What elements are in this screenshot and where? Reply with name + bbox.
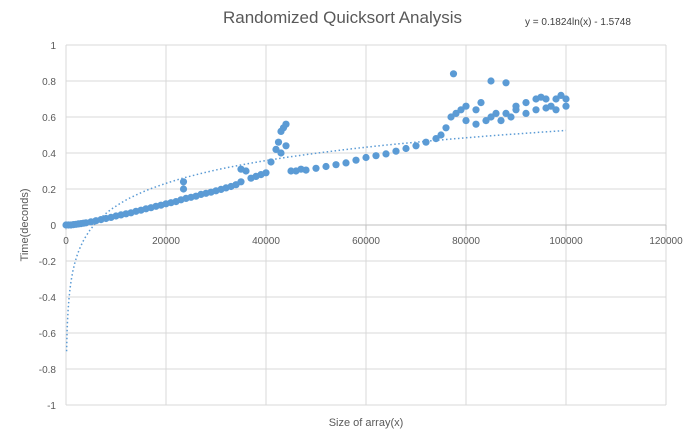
x-tick-label: 100000 bbox=[549, 236, 583, 247]
data-point bbox=[282, 120, 290, 128]
data-point bbox=[542, 95, 550, 103]
data-point bbox=[312, 164, 320, 172]
data-point bbox=[502, 79, 510, 87]
y-tick-label: 0.6 bbox=[42, 113, 56, 124]
data-point bbox=[487, 77, 495, 85]
data-point bbox=[532, 106, 540, 114]
data-point bbox=[472, 106, 480, 114]
data-point bbox=[322, 162, 330, 171]
y-tick-label: 0.2 bbox=[42, 185, 56, 196]
x-axis-label: Size of array(x) bbox=[329, 417, 404, 429]
y-tick-label: 1 bbox=[50, 41, 56, 52]
x-tick-label: 40000 bbox=[252, 236, 280, 247]
data-point bbox=[332, 161, 340, 169]
data-point bbox=[472, 120, 480, 128]
data-point bbox=[267, 158, 275, 166]
y-tick-label: -0.4 bbox=[39, 293, 57, 304]
x-tick-label: 0 bbox=[63, 236, 69, 247]
data-point bbox=[272, 145, 280, 153]
gridlines bbox=[65, 44, 667, 406]
data-point bbox=[179, 178, 188, 186]
data-point bbox=[547, 102, 555, 110]
y-tick-labels: 1 0.8 0.6 0.4 0.2 0 -0.2 -0.4 -0.6 -0.8 -1 bbox=[39, 41, 57, 412]
x-tick-label: 20000 bbox=[152, 236, 180, 247]
data-point bbox=[449, 70, 458, 78]
data-point bbox=[562, 102, 570, 110]
data-point bbox=[462, 117, 470, 125]
data-point bbox=[412, 142, 420, 150]
y-tick-label: 0.8 bbox=[42, 77, 56, 88]
data-point bbox=[382, 150, 390, 158]
data-point bbox=[512, 102, 520, 110]
data-point bbox=[342, 159, 350, 167]
y-tick-label: -0.8 bbox=[39, 365, 57, 376]
trendline bbox=[65, 129, 567, 352]
data-point bbox=[442, 124, 450, 132]
trendline-equation: y = 0.1824ln(x) - 1.5748 bbox=[525, 17, 631, 28]
data-point bbox=[492, 109, 500, 117]
data-point bbox=[437, 131, 445, 139]
data-point bbox=[507, 113, 515, 121]
data-point bbox=[522, 109, 530, 117]
data-point bbox=[502, 109, 510, 117]
data-point bbox=[557, 91, 565, 99]
data-point bbox=[462, 102, 470, 110]
data-point bbox=[352, 156, 360, 164]
data-point bbox=[562, 95, 570, 103]
data-point bbox=[552, 95, 560, 103]
data-point bbox=[237, 178, 245, 186]
data-point bbox=[362, 153, 370, 162]
data-point bbox=[452, 109, 460, 117]
data-point bbox=[497, 117, 505, 125]
y-tick-label: -0.6 bbox=[39, 329, 57, 340]
data-point bbox=[477, 99, 485, 107]
data-point bbox=[392, 147, 400, 155]
y-tick-label: 0 bbox=[50, 221, 56, 232]
y-tick-label: -0.2 bbox=[39, 257, 57, 268]
x-tick-labels: 0 20000 40000 60000 80000 100000 120000 bbox=[63, 236, 683, 247]
data-point bbox=[482, 117, 490, 125]
data-point bbox=[402, 144, 410, 153]
data-point bbox=[422, 138, 430, 146]
data-point bbox=[302, 166, 310, 174]
data-point bbox=[242, 167, 250, 175]
y-axis-label: Time(deconds) bbox=[19, 189, 31, 262]
data-point bbox=[432, 135, 440, 143]
y-tick-label: -1 bbox=[47, 401, 56, 412]
data-point bbox=[457, 106, 465, 114]
x-tick-label: 120000 bbox=[649, 236, 683, 247]
y-tick-label: 0.4 bbox=[42, 149, 56, 160]
data-point bbox=[447, 113, 455, 121]
data-point bbox=[274, 138, 283, 146]
data-points bbox=[62, 70, 570, 229]
x-tick-label: 80000 bbox=[452, 236, 480, 247]
data-point bbox=[262, 169, 270, 177]
data-point bbox=[372, 152, 380, 160]
data-point bbox=[522, 99, 530, 107]
x-tick-label: 60000 bbox=[352, 236, 380, 247]
data-point bbox=[287, 167, 295, 175]
data-point bbox=[552, 106, 560, 114]
data-point bbox=[282, 142, 290, 150]
data-point bbox=[179, 185, 188, 193]
chart-title: Randomized Quicksort Analysis bbox=[222, 8, 463, 27]
data-point bbox=[277, 149, 285, 157]
data-point bbox=[487, 113, 495, 121]
